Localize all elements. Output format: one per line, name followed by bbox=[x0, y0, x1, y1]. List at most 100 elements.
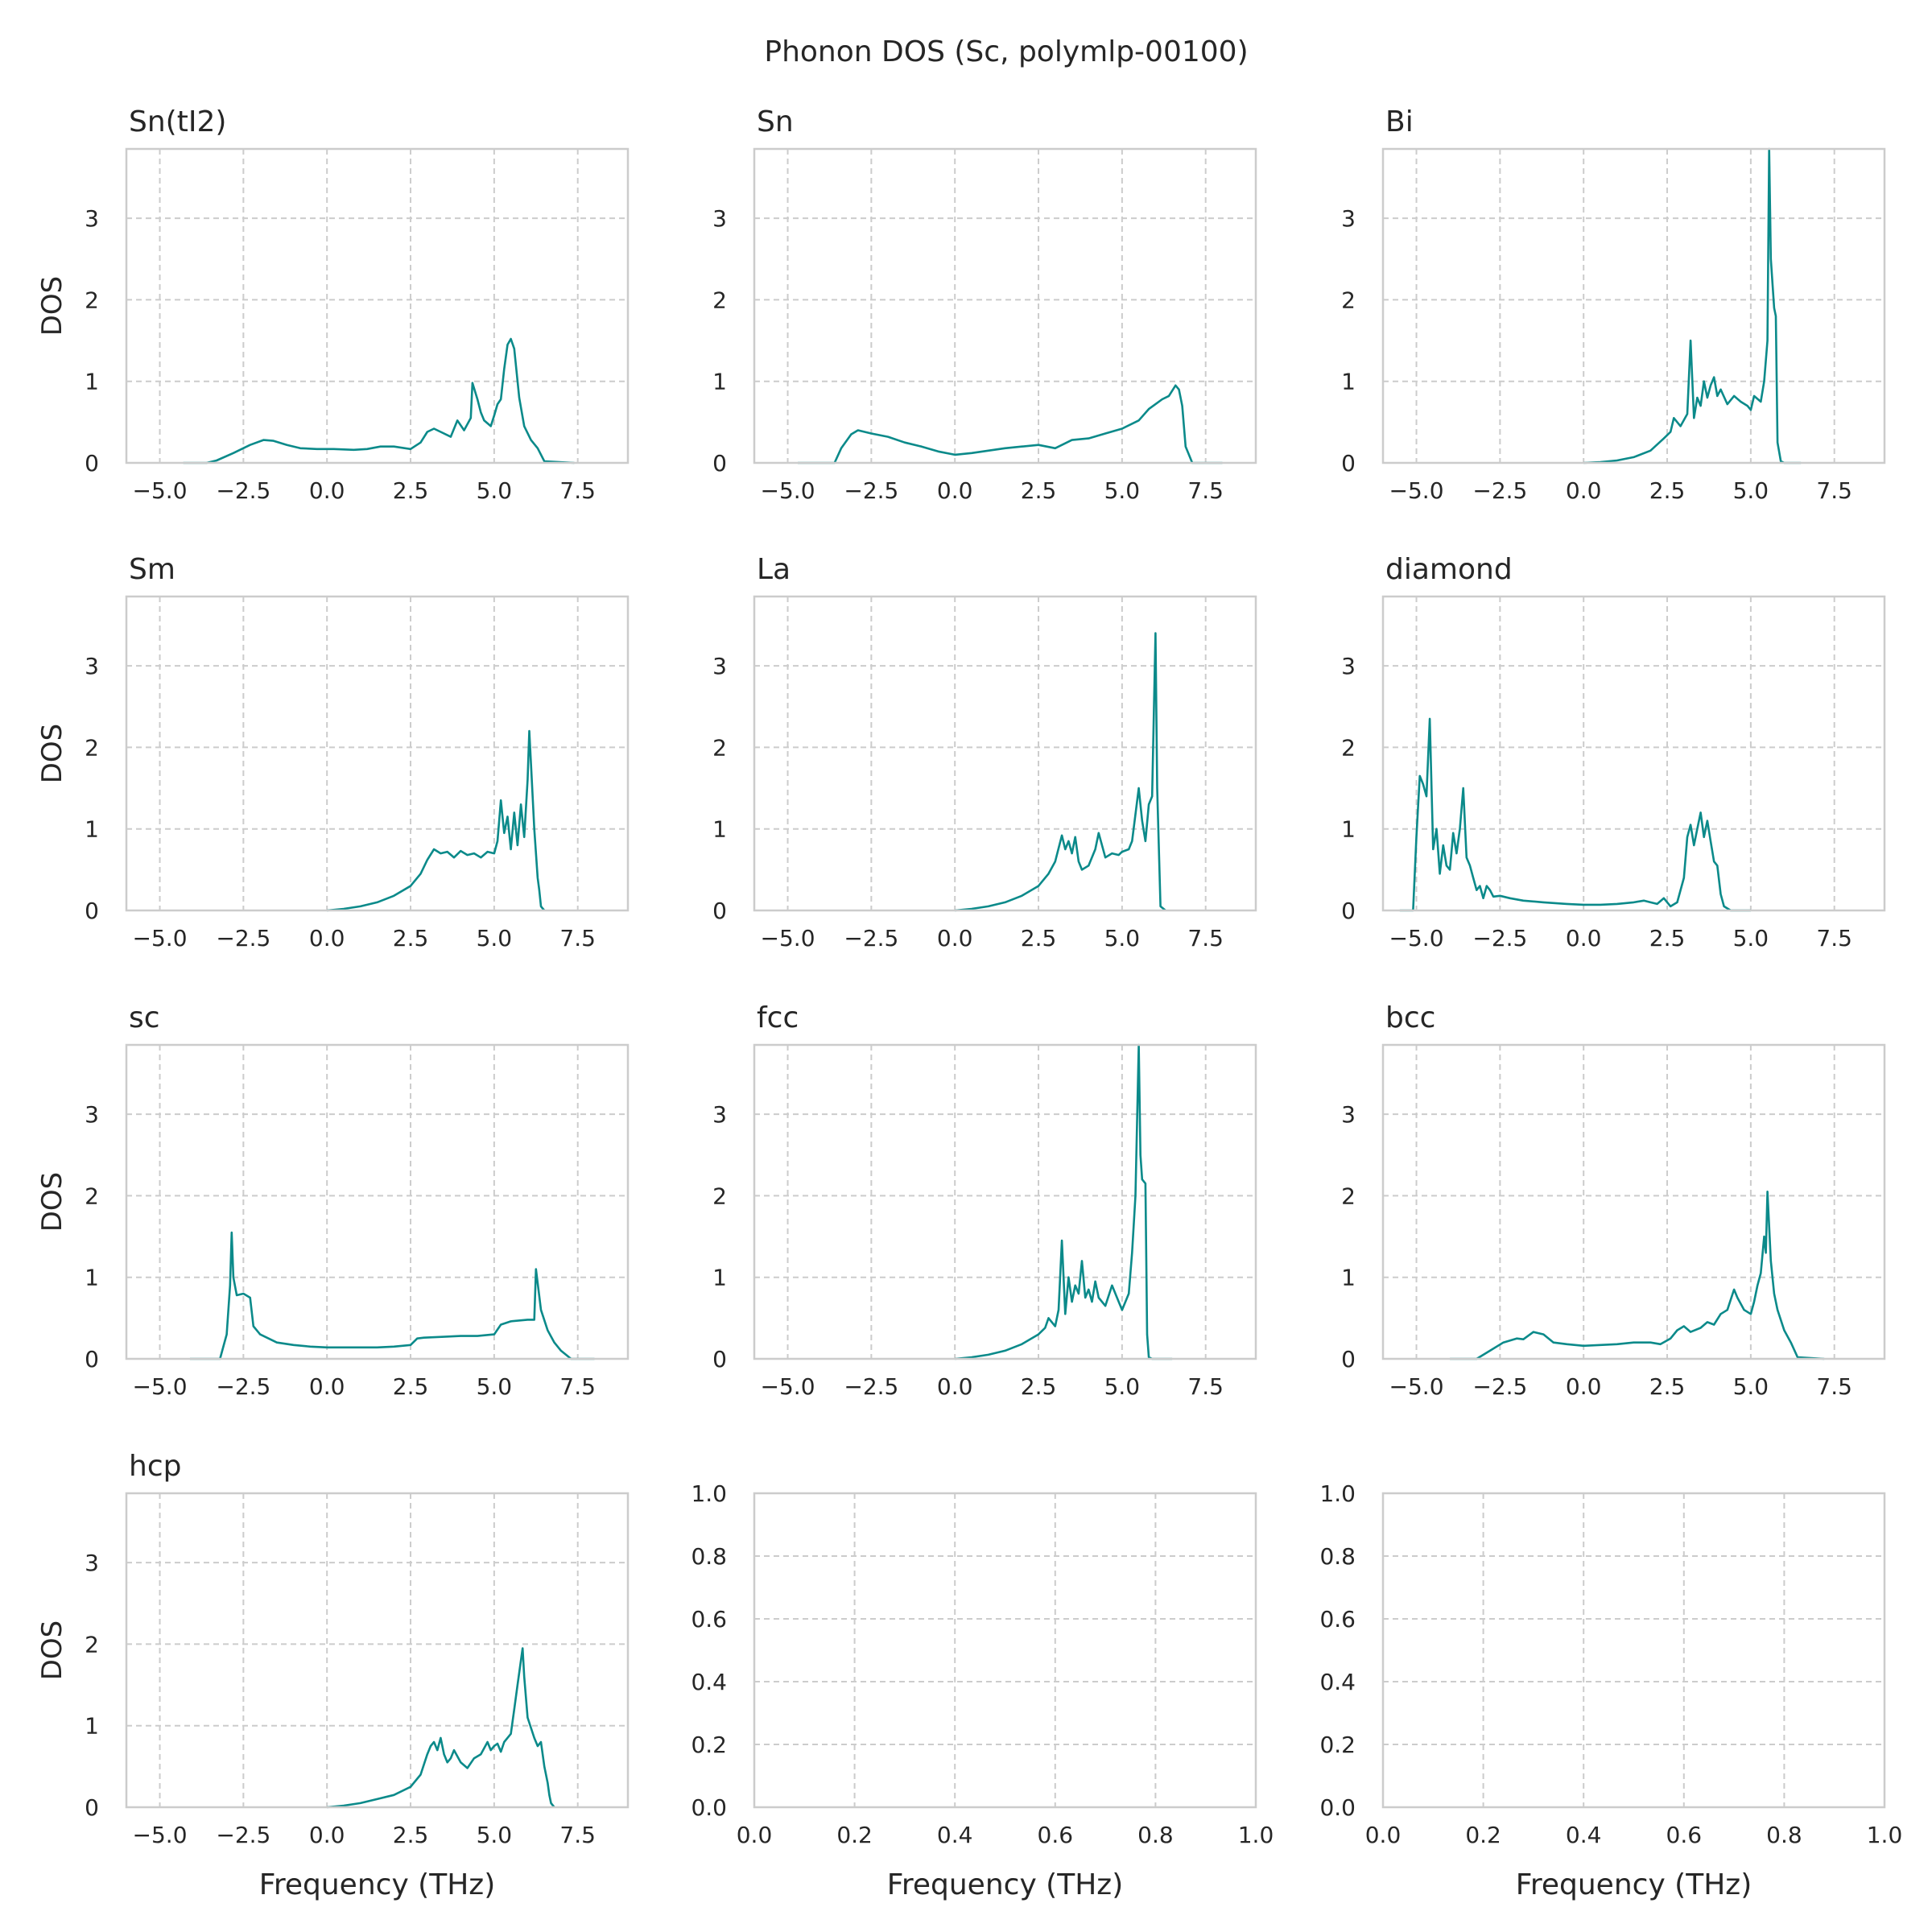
x-tick-label: 7.5 bbox=[559, 477, 596, 504]
x-tick-label: 2.5 bbox=[1649, 477, 1686, 504]
subplot-title: diamond bbox=[1385, 553, 1513, 586]
x-tick-label: 0.4 bbox=[937, 1822, 973, 1848]
x-tick-label: 5.0 bbox=[1733, 925, 1769, 952]
plot-frame bbox=[1381, 1492, 1886, 1809]
subplot-title: Bi bbox=[1385, 105, 1414, 138]
dos-line-hcp bbox=[327, 1647, 555, 1809]
y-tick-label: 0.8 bbox=[691, 1543, 727, 1570]
dos-line-Sn(tI2) bbox=[183, 337, 575, 464]
dos-line-Bi bbox=[1583, 147, 1802, 464]
dos-line-bcc bbox=[1450, 1191, 1825, 1360]
x-tick-label: −2.5 bbox=[844, 477, 898, 504]
subplot-title: Sn(tI2) bbox=[129, 105, 226, 138]
x-tick-label: 0.0 bbox=[1566, 477, 1602, 504]
y-tick-label: 1 bbox=[1341, 1265, 1356, 1291]
x-tick-label: −2.5 bbox=[216, 477, 270, 504]
y-tick-label: 2 bbox=[1341, 1183, 1356, 1209]
x-tick-label: −2.5 bbox=[216, 925, 270, 952]
dos-line-sc bbox=[189, 1231, 595, 1360]
x-tick-label: 5.0 bbox=[1104, 477, 1141, 504]
dos-line-diamond bbox=[1399, 717, 1751, 912]
subplot-title: hcp bbox=[129, 1450, 181, 1483]
x-tick-label: 0.4 bbox=[1566, 1822, 1602, 1848]
x-tick-label: 5.0 bbox=[1104, 1373, 1141, 1400]
y-tick-label: 3 bbox=[1341, 1101, 1356, 1128]
x-tick-label: −5.0 bbox=[1389, 477, 1444, 504]
x-tick-label: 5.0 bbox=[477, 1822, 513, 1848]
x-tick-label: 0.6 bbox=[1038, 1822, 1074, 1848]
y-tick-label: 2 bbox=[712, 1183, 727, 1209]
y-tick-label: 2 bbox=[85, 1631, 99, 1657]
x-tick-label: 0.0 bbox=[737, 1822, 773, 1848]
x-tick-label: 5.0 bbox=[477, 477, 513, 504]
y-tick-label: 3 bbox=[85, 653, 99, 679]
x-axis-label: Frequency (THz) bbox=[259, 1868, 495, 1901]
y-tick-label: 0 bbox=[85, 450, 99, 477]
y-tick-label: 1 bbox=[85, 1713, 99, 1740]
y-axis-label: DOS bbox=[36, 1620, 68, 1681]
y-tick-label: 1 bbox=[1341, 369, 1356, 395]
x-tick-label: −2.5 bbox=[216, 1822, 270, 1848]
x-tick-label: −5.0 bbox=[761, 1373, 815, 1400]
y-tick-label: 0 bbox=[1341, 450, 1356, 477]
x-tick-label: −2.5 bbox=[844, 925, 898, 952]
plot-frame bbox=[753, 1492, 1257, 1809]
subplot-9: −5.0 −2.5 0.0 2.5 5.0 7.5 0 1 2 3 bcc bbox=[1341, 1001, 1886, 1400]
subplot-7: −5.0 −2.5 0.0 2.5 5.0 7.5 0 1 2 3 sc DOS bbox=[36, 1001, 630, 1400]
subplot-title: Sm bbox=[129, 553, 175, 586]
y-tick-label: 0.4 bbox=[691, 1669, 727, 1695]
subplot-1: −5.0 −2.5 0.0 2.5 5.0 7.5 0 1 2 3 Sn(tI2) DOS bbox=[36, 105, 630, 504]
dos-line-Sm bbox=[327, 729, 546, 912]
x-axis-label: Frequency (THz) bbox=[1516, 1868, 1752, 1901]
subplot-4: −5.0 −2.5 0.0 2.5 5.0 7.5 0 1 2 3 Sm DOS bbox=[36, 553, 630, 952]
dos-line-fcc bbox=[955, 1043, 1173, 1360]
y-tick-label: 0.6 bbox=[1319, 1606, 1356, 1633]
y-tick-label: 0 bbox=[1341, 1346, 1356, 1373]
x-tick-label: −5.0 bbox=[1389, 925, 1444, 952]
subplot-11: 0.0 0.2 0.4 0.6 0.8 1.0 0.0 0.2 0.4 0.6 0.8 1.0 Freq… bbox=[691, 1480, 1274, 1901]
x-tick-label: 7.5 bbox=[1816, 477, 1852, 504]
x-axis-label: Frequency (THz) bbox=[887, 1868, 1123, 1901]
y-tick-label: 2 bbox=[85, 287, 99, 313]
x-tick-label: 0.0 bbox=[1365, 1822, 1402, 1848]
y-tick-label: 1.0 bbox=[1319, 1480, 1356, 1507]
subplot-title: fcc bbox=[757, 1001, 799, 1034]
subplot-5: −5.0 −2.5 0.0 2.5 5.0 7.5 0 1 2 3 La bbox=[712, 553, 1257, 952]
x-tick-label: 0.2 bbox=[1465, 1822, 1501, 1848]
y-tick-label: 0 bbox=[712, 450, 727, 477]
x-tick-label: 2.5 bbox=[1649, 1373, 1686, 1400]
x-tick-label: 7.5 bbox=[1816, 1373, 1852, 1400]
x-tick-label: −2.5 bbox=[844, 1373, 898, 1400]
y-tick-label: 0.0 bbox=[691, 1794, 727, 1821]
y-tick-label: 1 bbox=[1341, 816, 1356, 843]
dos-line-Sn bbox=[798, 384, 1223, 464]
x-tick-label: 2.5 bbox=[1649, 925, 1686, 952]
x-tick-label: 0.0 bbox=[1566, 925, 1602, 952]
x-tick-label: 0.8 bbox=[1137, 1822, 1174, 1848]
y-tick-label: 0.4 bbox=[1319, 1669, 1356, 1695]
x-tick-label: 2.5 bbox=[1021, 1373, 1057, 1400]
x-tick-label: 5.0 bbox=[1733, 477, 1769, 504]
y-tick-label: 1 bbox=[85, 369, 99, 395]
dos-line-La bbox=[955, 632, 1166, 912]
y-tick-label: 1 bbox=[712, 369, 727, 395]
subplot-title: bcc bbox=[1385, 1001, 1435, 1034]
x-tick-label: 0.2 bbox=[836, 1822, 873, 1848]
x-tick-label: 7.5 bbox=[559, 1373, 596, 1400]
x-tick-label: −5.0 bbox=[133, 477, 188, 504]
subplot-10: −5.0 −2.5 0.0 2.5 5.0 7.5 0 1 2 3 hcp DOS Frequency … bbox=[36, 1450, 630, 1901]
plot-frame bbox=[753, 147, 1257, 464]
y-tick-label: 0.2 bbox=[691, 1732, 727, 1758]
y-tick-label: 1 bbox=[712, 1265, 727, 1291]
y-tick-label: 1.0 bbox=[691, 1480, 727, 1507]
x-tick-label: 0.0 bbox=[309, 1373, 345, 1400]
x-tick-label: 7.5 bbox=[1187, 1373, 1224, 1400]
figure-title: Phonon DOS (Sc, polymlp-00100) bbox=[764, 35, 1248, 68]
y-tick-label: 2 bbox=[712, 287, 727, 313]
x-tick-label: −2.5 bbox=[1472, 477, 1527, 504]
y-tick-label: 0.0 bbox=[1319, 1794, 1356, 1821]
plot-frame bbox=[125, 147, 630, 464]
x-tick-label: 5.0 bbox=[1104, 925, 1141, 952]
y-tick-label: 3 bbox=[1341, 653, 1356, 679]
y-tick-label: 0 bbox=[85, 898, 99, 924]
